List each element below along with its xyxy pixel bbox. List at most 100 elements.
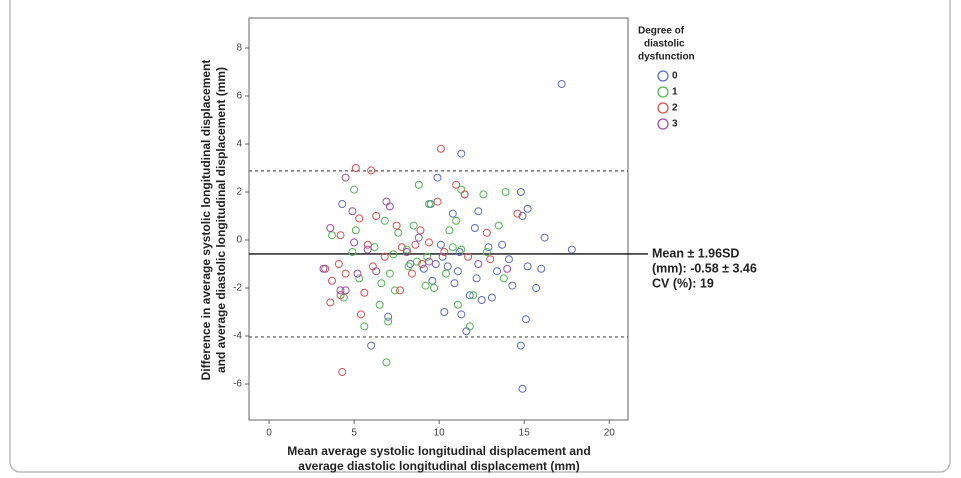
data-point — [350, 185, 359, 194]
data-point — [402, 248, 411, 256]
plot-area — [248, 17, 629, 421]
data-point — [336, 286, 345, 295]
data-point — [457, 245, 466, 254]
data-point — [336, 291, 345, 300]
data-point — [326, 298, 335, 307]
data-point — [341, 269, 350, 278]
data-point — [380, 252, 389, 261]
y-label-line: Difference in average systolic longitudi… — [199, 60, 213, 381]
data-point — [411, 240, 420, 249]
data-point — [457, 310, 466, 319]
data-point — [338, 200, 347, 208]
data-point — [360, 322, 369, 331]
data-point — [355, 274, 364, 283]
data-point — [414, 233, 423, 242]
y-axis-label: Difference in average systolic longitudi… — [199, 60, 228, 381]
y-label-line: and average diastolic longitudinal displ… — [214, 67, 228, 373]
data-point — [372, 212, 381, 220]
data-point — [370, 243, 379, 252]
data-point — [377, 279, 386, 288]
data-point — [448, 243, 457, 252]
data-point — [384, 317, 393, 326]
data-point — [516, 341, 525, 350]
data-point — [453, 300, 462, 309]
data-point — [368, 262, 377, 271]
annotation: (mm): -0.58 ± 3.46 — [652, 261, 757, 275]
data-point — [513, 209, 522, 218]
data-point — [328, 231, 337, 240]
data-point — [469, 291, 478, 300]
data-point — [334, 260, 343, 268]
y-tick-label: -4 — [233, 331, 242, 342]
data-point — [567, 245, 576, 254]
x-label-line: Mean average systolic longitudinal displ… — [287, 444, 590, 458]
data-point — [341, 286, 350, 295]
data-point — [397, 243, 406, 252]
frame — [9, 0, 951, 473]
data-point — [328, 276, 337, 285]
data-point — [392, 221, 401, 230]
data-point — [482, 228, 491, 237]
data-point — [470, 224, 479, 232]
data-point — [418, 260, 427, 268]
data-point — [443, 262, 452, 271]
data-point — [474, 207, 483, 216]
data-point — [448, 209, 457, 218]
data-point — [465, 322, 474, 331]
x-label-line: average diastolic longitudinal displacem… — [298, 459, 579, 473]
x-tick-label: 20 — [604, 428, 616, 439]
data-point — [407, 269, 416, 278]
y-tick-label: -6 — [233, 379, 242, 390]
legend-label: 2 — [672, 103, 678, 114]
data-point — [351, 164, 360, 172]
data-point — [355, 214, 364, 223]
data-point — [319, 264, 328, 273]
data-point — [436, 144, 445, 153]
data-point — [503, 264, 512, 273]
data-point — [348, 248, 357, 256]
annotation: CV (%): 19 — [652, 276, 714, 290]
data-point — [486, 255, 495, 264]
legend-marker — [657, 70, 669, 82]
data-point — [452, 180, 461, 189]
data-point — [540, 233, 549, 242]
y-tick-label: 6 — [236, 91, 242, 102]
data-point — [430, 284, 439, 292]
data-point — [414, 180, 423, 189]
data-point — [532, 284, 541, 292]
data-point — [367, 341, 376, 350]
data-point — [423, 252, 432, 261]
data-point — [521, 315, 530, 324]
legend-label: 1 — [672, 87, 678, 98]
data-point — [356, 310, 365, 319]
data-point — [433, 173, 442, 182]
data-point — [389, 250, 398, 259]
data-point — [518, 212, 527, 220]
data-point — [499, 274, 508, 283]
y-tick-label: 2 — [236, 187, 242, 198]
data-point — [382, 197, 391, 206]
data-point — [465, 291, 474, 300]
legend-title: Degree of — [638, 26, 685, 37]
data-point — [326, 224, 335, 232]
data-point — [336, 231, 345, 240]
data-point — [487, 293, 496, 302]
legend-marker — [657, 86, 669, 98]
legend-label: 3 — [672, 119, 678, 130]
y-tick-label: -2 — [233, 283, 242, 294]
data-point — [462, 327, 471, 336]
data-point — [348, 207, 357, 216]
data-point — [424, 238, 433, 247]
data-point — [516, 188, 525, 196]
data-point — [385, 202, 394, 211]
annotation: Mean ± 1.96SD — [652, 246, 739, 260]
data-point — [504, 255, 513, 264]
data-point — [479, 190, 488, 199]
data-point — [367, 166, 376, 175]
legend-title: dysfunction — [638, 52, 695, 63]
y-tick-label: 0 — [236, 235, 242, 246]
data-point — [409, 221, 418, 230]
data-point — [353, 269, 362, 278]
x-tick-label: 15 — [519, 428, 531, 439]
